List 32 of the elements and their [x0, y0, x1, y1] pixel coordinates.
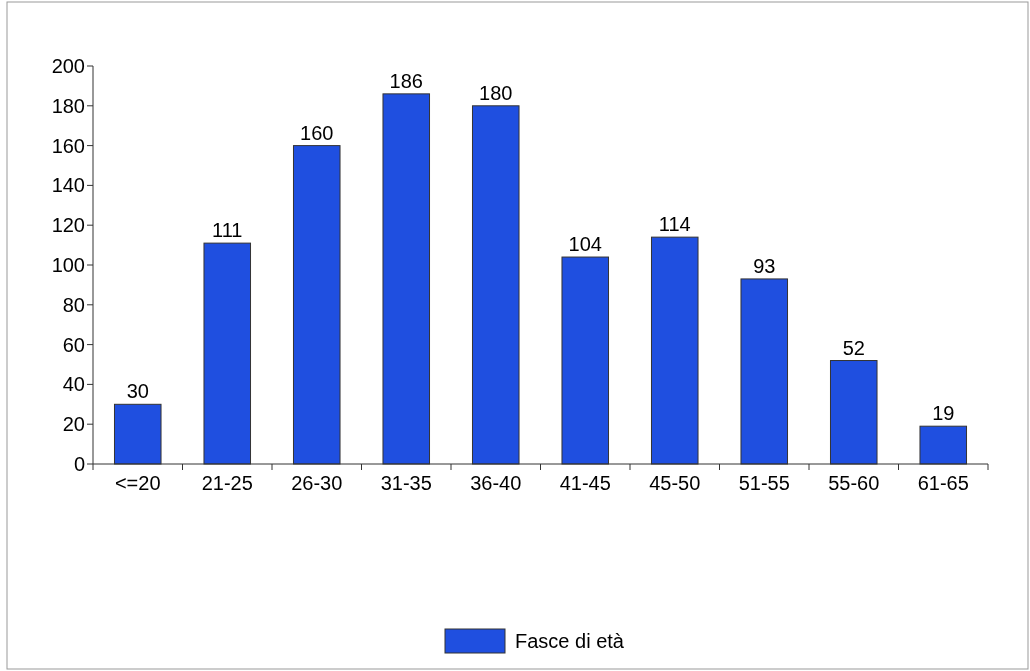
y-tick-label: 80: [62, 293, 85, 316]
data-label: 114: [658, 213, 691, 236]
y-tick-label: 120: [51, 214, 85, 237]
data-label: 30: [126, 380, 149, 403]
x-tick-label: 41-45: [559, 472, 611, 494]
y-tick-label: 40: [62, 373, 85, 396]
data-label: 180: [479, 81, 513, 104]
y-tick-label: 160: [51, 134, 85, 157]
x-tick-label: <=20: [114, 472, 161, 494]
data-label: 104: [568, 233, 602, 256]
y-tick-label: 60: [62, 333, 85, 356]
y-tick-label: 200: [51, 55, 85, 77]
x-tick-label: 51-55: [738, 472, 790, 494]
y-tick-label: 140: [51, 174, 85, 197]
data-label: 160: [300, 121, 334, 144]
x-tick-label: 36-40: [470, 472, 522, 494]
y-tick-label: 0: [73, 453, 85, 475]
y-tick-label: 20: [62, 413, 85, 436]
x-tick-label: 61-65: [917, 472, 969, 494]
y-tick-label: 180: [51, 94, 85, 117]
data-label: 186: [389, 69, 423, 92]
data-label: 19: [932, 402, 955, 425]
data-label: 93: [753, 254, 776, 277]
x-tick-label: 45-50: [649, 472, 701, 494]
legend-label: Fasce di età: [515, 630, 625, 652]
y-tick-label: 100: [51, 254, 85, 276]
x-tick-label: 26-30: [291, 472, 343, 494]
x-tick-label: 55-60: [828, 472, 880, 494]
x-tick-label: 31-35: [380, 472, 432, 494]
data-label: 111: [212, 219, 243, 242]
data-label: 52: [842, 336, 865, 359]
x-tick-label: 21-25: [201, 472, 253, 494]
